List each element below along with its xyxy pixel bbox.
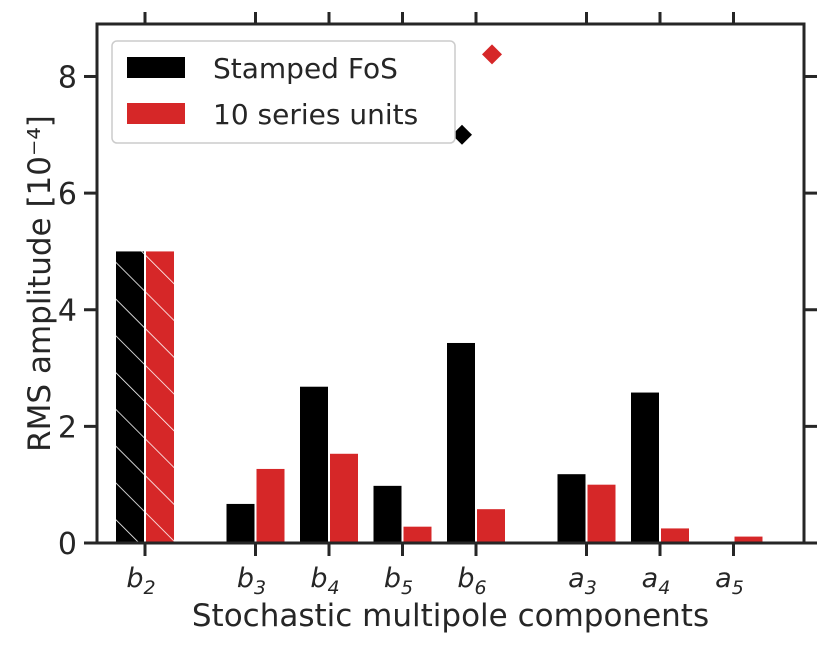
bar-series-units-a5 [734,536,763,543]
y-tick-label: 0 [58,527,77,562]
x-axis-label: Stochastic multipole components [192,598,709,634]
legend-label-0: Stamped FoS [213,52,398,85]
outlier-markers [452,44,502,145]
outlier-marker-stamped-fos [452,124,472,145]
legend-swatch-0 [127,57,185,78]
bar-hatch-0-b2 [116,251,144,543]
tick-labels: 0 2 4 6 8 b2 b3 b4 b5 b6 a3 a4 a5 [58,60,744,599]
x-tick-label-b5: b5 [384,563,413,599]
x-tick-label-a5: a5 [715,563,744,599]
bar-stamped-fos-b3 [226,503,255,543]
bar-stamped-fos-a3 [557,474,586,543]
bar-series-units-b4 [330,453,358,543]
x-tick-label-b6: b6 [457,563,486,599]
y-axis-label: RMS amplitude [10⁻⁴] [22,115,58,452]
x-tick-label-b2: b2 [126,563,155,599]
legend-box [111,40,456,144]
bar-series-units-a3 [587,484,616,543]
legend: Stamped FoS 10 series units [111,40,456,144]
y-tick-label: 4 [58,294,77,329]
x-tick-label-b3: b3 [237,563,266,599]
plot-frame [95,22,806,545]
bar-hatch-1-b2 [146,251,174,543]
x-tick-label-a4: a4 [642,563,671,599]
bar-stamped-fos-b4 [300,386,328,543]
outlier-marker-series-units [482,44,502,65]
bar-stamped-fos-b6 [447,342,475,543]
y-tick-label: 6 [58,177,77,212]
axis-ticks [84,12,817,556]
bar-series-units-b5 [403,526,432,543]
bar-series-units-b6 [477,509,505,543]
bar-stamped-fos-b5 [373,485,402,543]
legend-swatch-1 [127,103,185,124]
legend-label-1: 10 series units [213,98,418,131]
bar-series-units-a4 [661,528,689,543]
bar-series-units-b3 [256,468,285,543]
bar-stamped-fos-a4 [631,392,659,543]
x-tick-label-b4: b4 [310,563,339,599]
bars-layer [116,251,763,543]
y-tick-label: 8 [58,60,77,95]
x-tick-label-a3: a3 [568,563,597,599]
y-tick-label: 2 [58,410,77,445]
